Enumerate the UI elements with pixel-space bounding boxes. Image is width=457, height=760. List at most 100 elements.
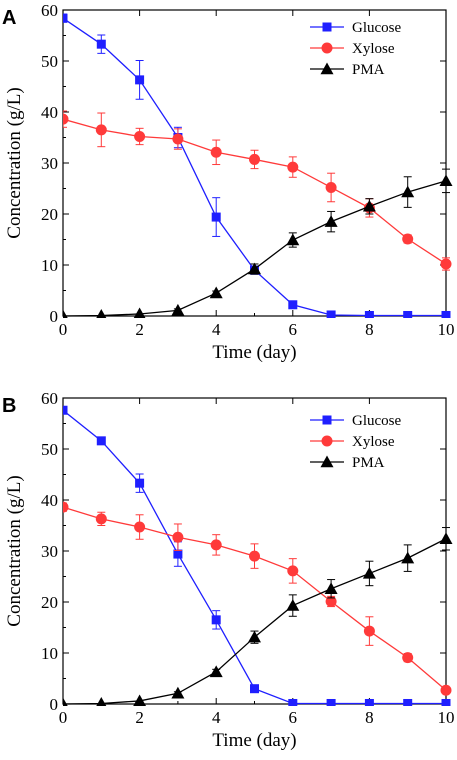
x-tick-label: 0 [59, 320, 68, 339]
data-point [209, 665, 223, 678]
y-axis-title: Concentration (g/L) [4, 87, 25, 238]
data-point [133, 307, 146, 318]
data-point [402, 233, 414, 245]
legend-label: Xylose [352, 434, 395, 450]
panel-label: B [2, 395, 16, 417]
data-point [364, 698, 374, 706]
data-point [172, 133, 184, 145]
x-tick-label: 0 [59, 708, 68, 727]
series-pma [63, 527, 453, 706]
x-axis-title: Time (day) [212, 730, 296, 751]
legend: Glucose Xylose PMA [310, 20, 401, 78]
data-point [173, 549, 183, 559]
data-point [211, 212, 221, 222]
data-point [135, 478, 145, 488]
series-glucose [63, 405, 451, 706]
data-point [439, 532, 453, 544]
data-point [63, 113, 69, 125]
data-point [96, 39, 106, 49]
legend-marker [322, 415, 332, 425]
series-xylose [63, 501, 452, 696]
panel-label: A [2, 7, 16, 29]
legend-label: Glucose [352, 413, 401, 429]
data-point [133, 694, 147, 706]
data-point [171, 303, 185, 316]
data-point [135, 75, 145, 85]
x-tick-label: 4 [212, 708, 221, 727]
data-point [362, 199, 376, 212]
data-point [324, 215, 338, 227]
legend-label: Xylose [352, 41, 395, 57]
data-point [403, 310, 413, 318]
chart-panel-b: B 0 2 4 6 8 10 0 10 20 30 40 50 60 Time (day) Concentra… [2, 389, 455, 751]
series-pma [63, 168, 453, 318]
legend-marker [322, 22, 332, 32]
x-tick-label: 2 [135, 320, 144, 339]
data-point [288, 300, 298, 310]
legend-marker [321, 42, 333, 54]
y-tick-label: 30 [41, 542, 58, 561]
y-tick-label: 0 [50, 695, 59, 714]
data-point [326, 310, 336, 318]
y-tick-label: 20 [41, 205, 58, 224]
data-point [210, 146, 222, 158]
data-point [440, 258, 452, 270]
legend-marker [320, 455, 334, 468]
legend-marker [320, 62, 334, 75]
data-point [95, 513, 107, 525]
x-tick-label: 8 [365, 708, 374, 727]
data-point [172, 531, 184, 543]
data-point [324, 582, 338, 594]
series-line [63, 118, 447, 265]
y-axis-title: Concentration (g/L) [4, 475, 25, 626]
data-point [63, 405, 68, 415]
y-tick-label: 30 [41, 154, 58, 173]
x-tick-label: 10 [438, 708, 455, 727]
data-point [439, 174, 453, 187]
legend-label: PMA [352, 62, 385, 78]
data-point [441, 698, 451, 706]
legend-marker [321, 435, 333, 447]
x-tick-label: 8 [365, 320, 374, 339]
y-tick-label: 10 [41, 644, 58, 663]
y-tick-label: 20 [41, 593, 58, 612]
data-point [248, 630, 261, 643]
data-point [134, 130, 146, 142]
data-point [171, 686, 185, 699]
data-point [362, 566, 376, 579]
x-tick-label: 2 [135, 708, 144, 727]
data-point [403, 698, 413, 706]
x-tick-label: 10 [438, 320, 455, 339]
data-point [364, 310, 374, 318]
data-point [63, 309, 68, 318]
legend-label: Glucose [352, 20, 401, 36]
data-point [401, 551, 415, 564]
y-tick-label: 40 [41, 491, 58, 510]
data-point [248, 262, 261, 275]
data-point [249, 550, 260, 562]
data-point [210, 539, 222, 551]
data-point [441, 310, 451, 318]
legend-label: PMA [352, 455, 385, 471]
x-tick-label: 4 [212, 320, 221, 339]
data-point [249, 153, 260, 165]
data-point [286, 233, 300, 246]
series-line [63, 506, 447, 691]
data-point [288, 698, 298, 706]
data-point [63, 13, 68, 23]
series-xylose [63, 110, 452, 271]
data-point [287, 161, 299, 173]
data-point [63, 697, 68, 706]
series-line [63, 180, 447, 317]
data-point [250, 684, 259, 694]
data-point [134, 521, 146, 533]
data-point [211, 615, 221, 625]
data-point [96, 436, 106, 446]
legend: Glucose Xylose PMA [310, 413, 401, 471]
data-point [63, 501, 69, 513]
data-point [209, 286, 223, 299]
data-point [326, 698, 336, 706]
data-point [402, 652, 414, 664]
